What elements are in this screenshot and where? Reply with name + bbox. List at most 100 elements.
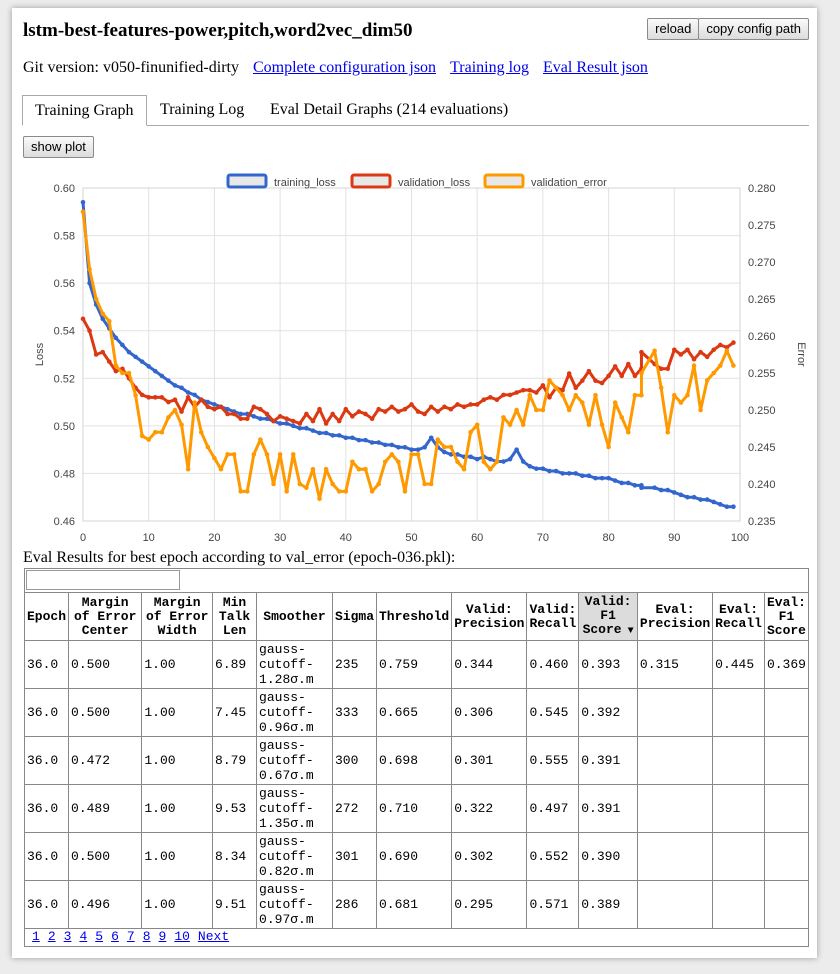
data-point-validation_loss	[185, 395, 191, 400]
pager-page-link[interactable]: 7	[126, 929, 135, 944]
training-log-link[interactable]: Training log	[450, 59, 530, 76]
table-cell	[712, 784, 765, 833]
y2-axis-title: Error	[795, 342, 807, 367]
data-point-validation_error	[389, 452, 395, 457]
data-point-training_loss	[382, 442, 388, 448]
table-cell: 36.0	[23, 688, 70, 737]
data-point-training_loss	[172, 383, 178, 388]
series-line-validation_loss	[81, 318, 735, 425]
data-point-validation_error	[468, 429, 473, 435]
y2-tick-label: 0.250	[748, 405, 776, 417]
table-cell: 36.0	[23, 832, 70, 881]
data-point-validation_error	[717, 363, 723, 368]
data-point-validation_loss	[369, 416, 375, 422]
table-cell: 301	[331, 832, 378, 881]
x-tick-label: 40	[340, 532, 352, 544]
table-cell	[636, 832, 714, 881]
show-plot-button[interactable]: show plot	[23, 136, 94, 158]
column-header[interactable]: Eval: Recall	[712, 592, 765, 641]
data-point-training_loss	[724, 504, 730, 510]
data-point-validation_loss	[218, 404, 224, 410]
data-point-validation_error	[244, 489, 250, 494]
column-header[interactable]: Eval: Precision	[636, 592, 714, 641]
column-header[interactable]: Margin of Error Center	[68, 592, 143, 641]
table-filter-input[interactable]	[26, 570, 180, 590]
data-point-validation_loss	[87, 328, 92, 334]
data-point-validation_loss	[159, 395, 165, 400]
data-point-validation_error	[626, 429, 631, 435]
table-cell: 300	[331, 736, 378, 785]
tab-training-graph[interactable]: Training Graph	[22, 95, 147, 126]
data-point-validation_error	[481, 459, 487, 465]
data-point-training_loss	[632, 483, 638, 488]
y-tick-label: 0.50	[54, 421, 75, 433]
config-json-link[interactable]: Complete configuration json	[252, 59, 437, 76]
data-point-validation_error	[106, 318, 112, 324]
data-point-validation_loss	[507, 392, 513, 398]
filter-row	[24, 568, 809, 592]
data-point-validation_error	[179, 422, 184, 428]
data-point-training_loss	[297, 425, 303, 431]
tab-training-log[interactable]: Training Log	[160, 101, 245, 118]
y2-tick-label: 0.245	[748, 442, 776, 454]
copy-config-path-button[interactable]: copy config path	[698, 18, 809, 40]
tab-eval-detail-graphs[interactable]: Eval Detail Graphs (214 evaluations)	[270, 101, 509, 118]
pager-next-link[interactable]: Next	[197, 929, 230, 944]
pager-page-link[interactable]: 3	[63, 929, 72, 944]
top-button-group: reload copy config path	[647, 18, 809, 40]
data-point-validation_loss	[514, 390, 519, 395]
column-header[interactable]: Threshold	[375, 592, 453, 641]
column-header[interactable]: Valid: F1 Score ▼	[578, 592, 638, 641]
data-point-training_loss	[133, 354, 138, 360]
data-point-validation_error	[665, 429, 671, 435]
pager-page-link[interactable]: 1	[32, 929, 40, 944]
data-point-validation_loss	[612, 364, 618, 369]
eval-results-table: Epoch Margin of Error Center Margin of Err…	[23, 592, 810, 929]
column-header[interactable]: Valid: Precision	[451, 592, 528, 641]
pager-page-link[interactable]: 5	[95, 929, 104, 944]
data-point-validation_error	[231, 452, 237, 457]
data-point-validation_error	[330, 481, 335, 487]
data-point-validation_loss	[258, 406, 263, 412]
data-point-validation_error	[448, 444, 454, 450]
y-tick-label: 0.58	[54, 231, 75, 243]
data-point-training_loss	[580, 473, 585, 479]
column-header[interactable]: Margin of Error Width	[141, 592, 214, 641]
data-point-validation_error	[442, 444, 447, 450]
column-header-label: Margin of Error Width	[145, 594, 209, 638]
column-header[interactable]: Sigma	[331, 592, 378, 641]
reload-button[interactable]: reload	[647, 18, 700, 40]
data-point-validation_error	[205, 444, 211, 450]
column-header[interactable]: Min Talk Len	[212, 592, 258, 641]
column-header[interactable]: Eval: F1 Score	[763, 592, 810, 641]
column-header[interactable]: Epoch	[23, 592, 70, 641]
pager-page-link[interactable]: 8	[142, 929, 151, 944]
data-point-training_loss	[251, 414, 257, 419]
data-point-training_loss	[166, 378, 171, 383]
column-header[interactable]: Smoother	[256, 592, 333, 641]
table-cell: 0.460	[526, 640, 580, 689]
data-point-validation_loss	[376, 406, 381, 412]
y2-tick-label: 0.275	[748, 220, 776, 232]
table-cell: 36.0	[23, 640, 70, 689]
eval-result-json-link[interactable]: Eval Result json	[543, 59, 648, 76]
data-point-validation_loss	[146, 395, 151, 400]
pager-page-link[interactable]: 10	[174, 929, 190, 944]
pager-page-link[interactable]: 4	[79, 929, 88, 944]
table-cell: 0.497	[526, 784, 580, 833]
pager-page-link[interactable]: 6	[111, 929, 119, 944]
pager-page-link[interactable]: 9	[158, 929, 167, 944]
data-point-validation_error	[580, 400, 585, 405]
data-point-validation_loss	[409, 402, 414, 407]
column-header[interactable]: Valid: Recall	[526, 592, 580, 641]
data-point-validation_loss	[290, 418, 296, 424]
data-point-validation_loss	[658, 366, 664, 372]
x-tick-label: 70	[537, 532, 549, 544]
data-point-training_loss	[560, 471, 565, 476]
pager-page-link[interactable]: 2	[47, 929, 56, 944]
data-point-training_loss	[474, 456, 480, 462]
data-point-validation_loss	[396, 409, 401, 414]
y-axis-title: Loss	[34, 342, 46, 366]
table-cell	[763, 784, 810, 833]
data-point-validation_loss	[711, 347, 717, 353]
